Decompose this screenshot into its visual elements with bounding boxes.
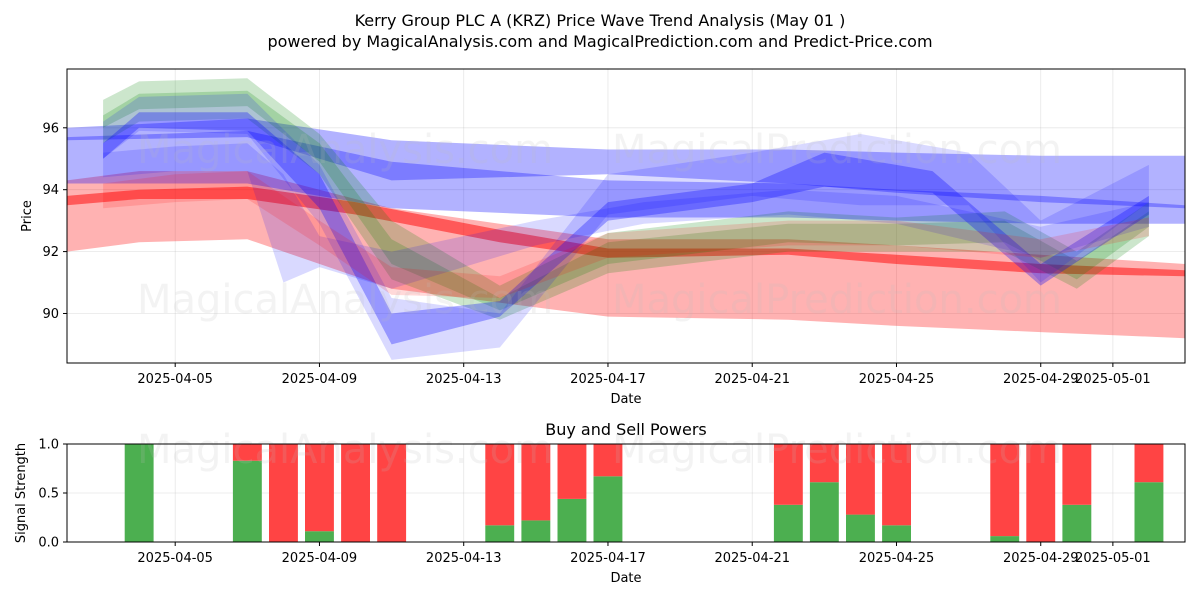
price-x-tick-label: 2025-04-13 (426, 372, 502, 387)
watermark-analysis-top: MagicalAnalysis.com (137, 127, 553, 173)
watermark-analysis-bottom: MagicalAnalysis.com (137, 427, 553, 473)
signal-y-tick-label: 1.0 (38, 438, 59, 453)
price-band-blue-6 (103, 93, 1149, 360)
buy-power-bar (485, 525, 515, 542)
price-band-blue-3 (67, 130, 1185, 224)
signal-x-tick-label: 2025-04-21 (714, 551, 790, 566)
price-y-tick-label: 96 (42, 121, 59, 136)
price-band-green-4 (103, 78, 1149, 311)
signal-x-axis-label: Date (610, 571, 641, 586)
watermark-analysis-mid: MagicalAnalysis.com (137, 277, 553, 323)
price-x-tick-label: 2025-04-25 (859, 372, 935, 387)
signal-panel: Buy and Sell Powers MagicalAnalysis.com … (14, 420, 1186, 586)
buy-power-bar (773, 504, 803, 542)
signal-x-tick-label: 2025-04-25 (859, 551, 935, 566)
watermark-prediction-mid: MagicalPrediction.com (612, 277, 1062, 323)
signal-x-tick-label: 2025-04-17 (570, 551, 646, 566)
sell-power-bar (773, 444, 803, 505)
price-band-blue-2 (67, 118, 1185, 209)
price-y-tick-label: 94 (42, 183, 59, 198)
price-band-green-5 (103, 90, 1149, 320)
price-x-tick-label: 2025-04-05 (137, 372, 213, 387)
signal-y-tick-label: 0.5 (38, 487, 59, 502)
price-y-ticks: 90 92 94 96 (42, 121, 67, 322)
sell-power-bar (990, 444, 1020, 537)
price-x-tick-label: 2025-04-29 (1003, 372, 1079, 387)
signal-x-ticks: 2025-04-05 2025-04-09 2025-04-13 2025-04-17… (137, 542, 1151, 566)
sell-power-bar (593, 444, 623, 477)
watermark-prediction-top: MagicalPrediction.com (612, 127, 1062, 173)
buy-power-bar (809, 482, 839, 542)
buy-power-bar (124, 444, 154, 542)
price-x-tick-label: 2025-04-21 (714, 372, 790, 387)
price-x-tick-label: 2025-05-01 (1075, 372, 1151, 387)
sell-power-bar (377, 444, 407, 542)
sell-power-bar (232, 444, 262, 461)
sell-power-bar (846, 444, 875, 515)
chart-subtitle: powered by MagicalAnalysis.com and Magic… (267, 32, 932, 51)
price-bands (67, 78, 1185, 360)
buy-power-bar (305, 531, 334, 542)
watermark-prediction-bottom: MagicalPrediction.com (612, 427, 1062, 473)
sell-power-bar (882, 444, 911, 526)
price-x-ticks: 2025-04-05 2025-04-09 2025-04-13 2025-04-17… (137, 363, 1151, 387)
signal-bars (124, 444, 1164, 542)
price-band-red-9 (103, 171, 1149, 298)
sell-power-bar (485, 444, 515, 526)
buy-power-bar (593, 476, 623, 542)
price-plot-frame (66, 68, 1186, 364)
signal-x-tick-label: 2025-04-29 (1003, 551, 1079, 566)
signal-y-tick-label: 0.0 (38, 536, 59, 551)
buy-power-bar (1134, 482, 1164, 542)
price-y-axis-label: Price (20, 200, 35, 232)
sell-power-bar (269, 444, 298, 542)
buy-power-bar (232, 460, 262, 542)
sell-power-bar (341, 444, 370, 542)
signal-x-tick-label: 2025-04-13 (426, 551, 502, 566)
signal-x-tick-label: 2025-05-01 (1075, 551, 1151, 566)
buy-power-bar (521, 520, 551, 542)
sell-power-bar (1134, 444, 1164, 483)
signal-panel-title: Buy and Sell Powers (545, 420, 707, 439)
price-band-red-1 (67, 186, 1185, 277)
buy-power-bar (557, 498, 587, 542)
sell-power-bar (1062, 444, 1092, 505)
buy-power-bar (846, 514, 875, 542)
buy-power-bar (1062, 504, 1092, 542)
buy-power-bar (990, 536, 1020, 542)
sell-power-bar (809, 444, 839, 483)
sell-power-bar (557, 444, 587, 499)
price-panel: MagicalAnalysis.com MagicalPrediction.co… (20, 68, 1186, 407)
sell-power-bar (521, 444, 551, 521)
sell-power-bar (305, 444, 334, 532)
sell-power-bar (1026, 444, 1056, 542)
price-x-tick-label: 2025-04-17 (570, 372, 646, 387)
buy-power-bar (882, 525, 911, 542)
price-y-tick-label: 90 (42, 307, 59, 322)
chart-title: Kerry Group PLC A (KRZ) Price Wave Trend… (355, 11, 846, 30)
signal-x-tick-label: 2025-04-05 (137, 551, 213, 566)
price-x-tick-label: 2025-04-09 (282, 372, 358, 387)
price-x-axis-label: Date (610, 392, 641, 407)
signal-x-tick-label: 2025-04-09 (282, 551, 358, 566)
price-y-tick-label: 92 (42, 245, 59, 260)
signal-y-ticks: 0.0 0.5 1.0 (38, 438, 67, 551)
price-band-blue-8 (103, 143, 1149, 289)
signal-y-axis-label: Signal Strength (14, 443, 29, 543)
price-band-blue-7 (103, 112, 1149, 345)
